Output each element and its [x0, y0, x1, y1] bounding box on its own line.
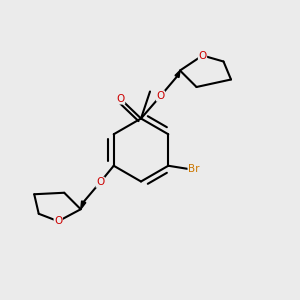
Polygon shape	[81, 201, 86, 209]
Text: O: O	[156, 91, 165, 101]
Text: O: O	[96, 177, 104, 187]
Text: O: O	[116, 94, 125, 104]
Text: O: O	[198, 50, 207, 61]
Polygon shape	[175, 70, 180, 77]
Text: O: O	[54, 216, 62, 226]
Text: Br: Br	[188, 164, 200, 174]
